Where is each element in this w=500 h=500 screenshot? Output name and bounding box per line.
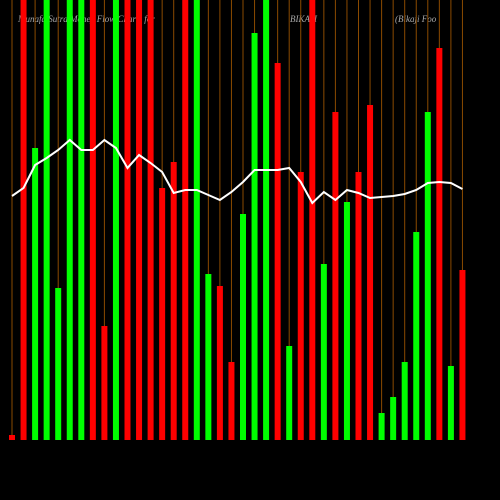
- bar: [20, 0, 27, 440]
- bar: [32, 148, 39, 440]
- bar: [251, 33, 258, 440]
- bar: [424, 112, 431, 440]
- bar: [101, 326, 108, 440]
- bar: [205, 274, 212, 440]
- bar: [228, 362, 235, 440]
- bar: [240, 214, 246, 440]
- bar: [216, 286, 223, 440]
- bar: [124, 0, 131, 440]
- bar: [89, 0, 96, 440]
- bar: [66, 0, 73, 440]
- bar: [182, 0, 189, 440]
- bar: [274, 63, 281, 440]
- bar: [193, 0, 200, 440]
- bar: [436, 48, 443, 440]
- bar: [159, 188, 166, 440]
- price-line: [11, 138, 463, 205]
- bar: [401, 362, 408, 440]
- bar: [112, 0, 119, 440]
- bar: [78, 0, 85, 440]
- bar: [55, 288, 62, 440]
- bar: [147, 0, 154, 440]
- bar: [263, 0, 270, 440]
- bar: [343, 202, 350, 440]
- bar: [136, 0, 143, 440]
- chart-title: Munafa Sutra Money Flow Charts for: [17, 14, 155, 24]
- bar: [459, 270, 466, 440]
- bar: [367, 105, 374, 440]
- bar: [170, 162, 177, 440]
- bar: [447, 366, 454, 440]
- bar: [297, 172, 304, 440]
- bar: [320, 264, 327, 440]
- bar: [378, 413, 385, 440]
- bar: [355, 172, 362, 440]
- bar: [332, 112, 339, 440]
- bar: [390, 397, 397, 440]
- bar: [286, 346, 293, 440]
- bar: [43, 0, 50, 440]
- chart-title: BIKAJI: [290, 14, 318, 24]
- bar: [413, 232, 420, 440]
- bar: [309, 0, 316, 440]
- bar: [9, 435, 15, 440]
